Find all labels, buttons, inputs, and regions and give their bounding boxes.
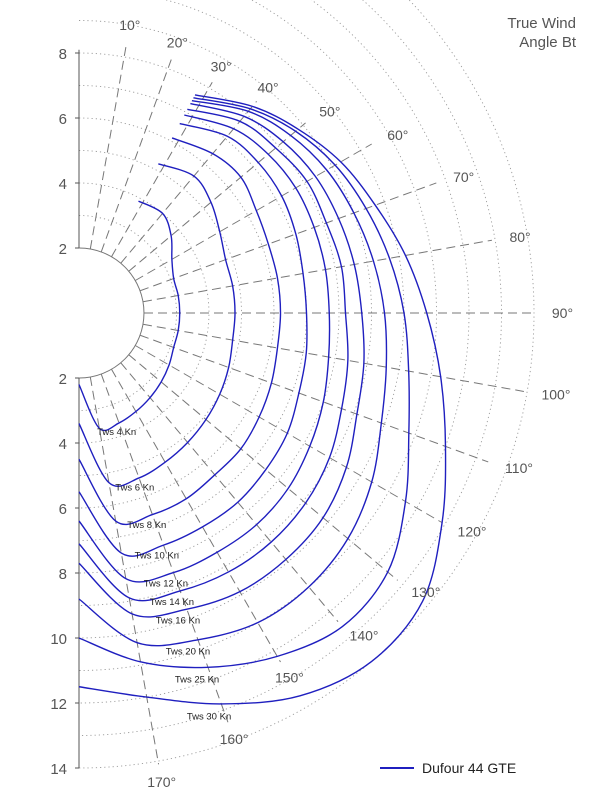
grid-circle xyxy=(78,0,405,639)
hub-circle xyxy=(78,247,145,379)
angle-tick-label: 40° xyxy=(257,80,278,96)
series-label: Tws 14 Kn xyxy=(150,597,194,608)
angle-tick-label: 140° xyxy=(350,627,379,643)
spoke-line xyxy=(120,362,339,623)
radial-tick-label: 14 xyxy=(50,761,67,778)
series-label: Tws 20 Kn xyxy=(166,647,210,658)
spoke-line xyxy=(139,334,489,463)
legend: Dufour 44 GTE xyxy=(380,760,516,776)
label-layer: 10° 20° 30° 40° 50° 60° 70° 80° 90° 100° 110° 120° 1… xyxy=(97,17,573,790)
angle-tick-label: 110° xyxy=(505,460,533,476)
series-line xyxy=(78,94,447,705)
series-line xyxy=(78,99,388,647)
series-label: Tws 25 Kn xyxy=(175,674,219,685)
series-label: Tws 30 Kn xyxy=(187,711,231,722)
chart-title-line-1: True Wind xyxy=(507,15,576,32)
radial-tick-label: 6 xyxy=(59,111,67,128)
series-line xyxy=(78,122,308,557)
grid-circle xyxy=(78,0,535,769)
series-line xyxy=(78,137,282,526)
radial-tick-label: 12 xyxy=(50,696,67,713)
radial-tick-label: 2 xyxy=(59,241,67,258)
spoke-line xyxy=(89,42,128,250)
spoke-line xyxy=(89,376,160,765)
spoke-line xyxy=(100,59,172,253)
angle-tick-label: 150° xyxy=(275,669,304,685)
series-label: Tws 12 Kn xyxy=(144,579,188,590)
series-line xyxy=(78,200,181,432)
radial-tick-label: 6 xyxy=(59,501,67,518)
radial-tick-label: 8 xyxy=(59,46,67,63)
spoke-line xyxy=(128,354,398,581)
chart-title: True Wind Angle Bt xyxy=(507,14,576,52)
angle-tick-label: 120° xyxy=(458,524,487,540)
grid-circle xyxy=(78,20,372,606)
series-line xyxy=(78,102,365,618)
series-line xyxy=(78,114,331,583)
angle-tick-label: 10° xyxy=(119,17,140,33)
spoke-line xyxy=(128,122,306,272)
grid-circle xyxy=(78,52,340,574)
angle-tick-label: 90° xyxy=(552,305,573,321)
radial-tick-label: 10 xyxy=(50,631,67,648)
series-line xyxy=(78,108,349,602)
series-layer xyxy=(78,94,447,705)
angle-tick-label: 160° xyxy=(220,731,249,747)
radial-axis: 2 4 6 8 2 4 6 8 10 12 14 xyxy=(50,46,80,778)
series-line xyxy=(78,163,236,487)
series-line xyxy=(78,97,410,669)
angle-tick-label: 100° xyxy=(541,387,570,403)
angle-tick-label: 60° xyxy=(387,127,408,143)
angle-tick-label: 80° xyxy=(509,229,530,245)
radial-tick-label: 4 xyxy=(59,436,67,453)
radial-tick-label: 2 xyxy=(59,371,67,388)
angle-tick-label: 170° xyxy=(147,774,176,790)
series-label: Tws 4 Kn xyxy=(97,427,136,438)
chart-title-line-2: Angle Bt xyxy=(519,34,576,51)
spoke-line xyxy=(135,345,443,524)
series-label: Tws 16 Kn xyxy=(156,616,200,627)
series-label: Tws 10 Kn xyxy=(135,551,179,562)
series-label: Tws 6 Kn xyxy=(115,483,154,494)
spoke-line xyxy=(142,323,524,392)
angle-tick-label: 130° xyxy=(411,584,440,600)
spoke-line xyxy=(142,239,492,303)
angle-tick-label: 50° xyxy=(319,103,340,119)
legend-label: Dufour 44 GTE xyxy=(422,760,517,776)
spoke-line xyxy=(111,369,281,663)
spoke-line xyxy=(135,143,372,281)
series-label: Tws 8 Kn xyxy=(127,520,166,531)
grid-circle xyxy=(78,0,437,671)
radial-tick-label: 4 xyxy=(59,176,67,193)
grid-layer xyxy=(78,0,535,769)
spoke-line xyxy=(100,373,229,723)
spoke-line xyxy=(111,81,213,257)
legend-swatch xyxy=(380,767,414,769)
angle-tick-label: 20° xyxy=(167,35,188,51)
radial-tick-label: 8 xyxy=(59,566,67,583)
angle-tick-label: 30° xyxy=(211,59,232,75)
angle-tick-label: 70° xyxy=(453,169,474,185)
spoke-line xyxy=(139,182,437,292)
